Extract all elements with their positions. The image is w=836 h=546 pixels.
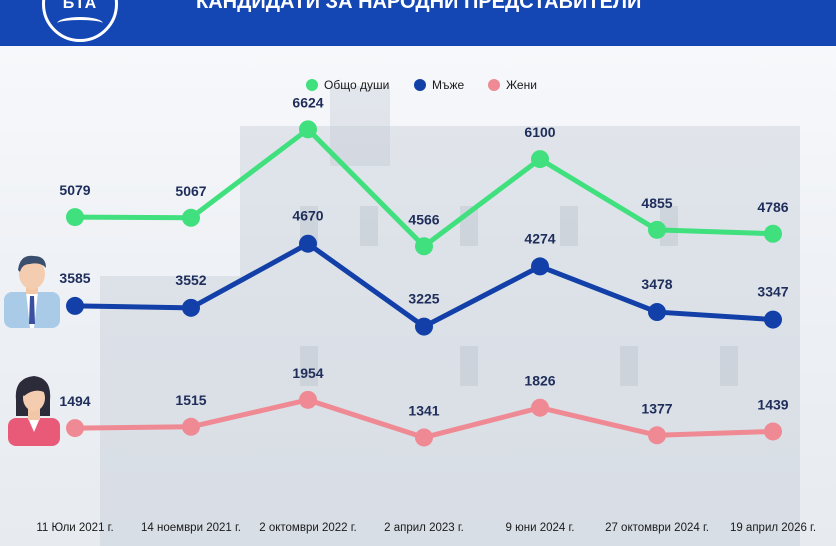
data-label-women-0: 1494 [59,393,90,409]
legend-label-men: Мъже [432,78,465,92]
header-bar: БТА КАНДИДАТИ ЗА НАРОДНИ ПРЕДСТАВИТЕЛИ [0,0,836,46]
page-title: КАНДИДАТИ ЗА НАРОДНИ ПРЕДСТАВИТЕЛИ [196,0,642,13]
data-label-total-5: 4855 [641,195,672,211]
data-label-total-3: 4566 [408,211,439,227]
data-label-women-3: 1341 [408,402,439,418]
data-label-total-1: 5067 [175,183,206,199]
data-label-women-2: 1954 [292,365,323,381]
data-label-men-5: 3478 [641,276,672,292]
point-women-3 [415,428,433,447]
data-label-men-6: 3347 [757,284,788,300]
point-total-0 [66,208,84,227]
point-women-6 [764,422,782,441]
x-tick-label-0: 11 Юли 2021 г. [36,522,113,534]
data-label-women-1: 1515 [175,392,206,408]
point-total-1 [182,208,200,227]
point-men-5 [648,303,666,322]
x-tick-label-2: 2 октомври 2022 г. [259,522,356,534]
data-label-women-5: 1377 [641,400,672,416]
legend-marker-women [488,79,500,91]
point-total-3 [415,237,433,256]
point-men-4 [531,257,549,276]
logo-text: БТА [62,0,98,12]
data-label-men-2: 4670 [292,208,323,224]
data-label-men-4: 4274 [524,230,555,246]
background-building-photo [0,46,836,546]
data-label-women-4: 1826 [524,373,555,389]
legend-marker-total [306,79,318,91]
logo-wave-icon [57,17,103,30]
point-women-1 [182,417,200,436]
point-women-5 [648,426,666,445]
data-label-men-0: 3585 [59,270,90,286]
point-total-5 [648,220,666,239]
x-tick-label-5: 27 октомври 2024 г. [605,522,709,534]
legend: Общо души Мъже Жени [306,78,537,92]
point-total-2 [299,120,317,139]
x-tick-label-3: 2 април 2023 г. [384,522,464,534]
point-men-6 [764,310,782,329]
point-men-2 [299,234,317,253]
man-avatar-icon [4,255,60,328]
point-women-4 [531,398,549,417]
point-women-2 [299,390,317,409]
data-label-total-0: 5079 [59,182,90,198]
point-total-6 [764,224,782,243]
data-label-women-6: 1439 [757,396,788,412]
data-label-total-6: 4786 [757,199,788,215]
legend-label-total: Общо души [324,78,389,92]
woman-avatar-icon [8,376,60,446]
data-label-total-2: 6624 [292,94,323,110]
point-women-0 [66,419,84,438]
data-label-men-3: 3225 [408,291,439,307]
data-label-total-4: 6100 [524,124,555,140]
x-tick-label-4: 9 юни 2024 г. [506,522,575,534]
series-layer: 5079 5067 6624 4566 6100 4855 4786 3585 3552 4670… [59,94,789,447]
legend-marker-men [414,79,426,91]
point-men-1 [182,298,200,317]
legend-label-women: Жени [506,78,537,92]
x-axis-ticks: 11 Юли 2021 г. 14 ноември 2021 г. 2 октомв… [36,522,816,534]
point-total-4 [531,150,549,169]
x-tick-label-6: 19 април 2026 г. [730,522,816,534]
point-men-0 [66,296,84,315]
data-label-men-1: 3552 [175,272,206,288]
x-tick-label-1: 14 ноември 2021 г. [141,522,241,534]
point-men-3 [415,317,433,336]
